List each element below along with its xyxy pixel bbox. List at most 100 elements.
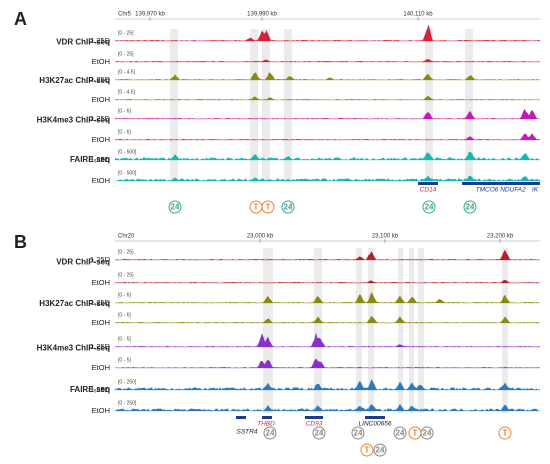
assay-label: H3K27ac ChIP-seq (39, 299, 110, 308)
signal-track (114, 24, 541, 42)
marker-circle (498, 426, 512, 440)
gene-label: SSTR4 (237, 429, 258, 436)
marker-circle (312, 426, 326, 440)
panel-label: B (14, 232, 27, 252)
condition: 1,25D (90, 255, 111, 264)
signal-track (114, 151, 541, 161)
gene-model (462, 182, 540, 185)
gene-label: IK (532, 187, 539, 194)
gene-label: CD14 (420, 187, 437, 194)
highlight-band (465, 29, 473, 183)
range: [0 - 6] (118, 292, 131, 298)
marker-label: T (365, 446, 370, 455)
signal-track (114, 292, 541, 304)
marker-label: 24 (266, 429, 275, 438)
marker-label: 24 (354, 429, 363, 438)
condition: 1,25D (90, 114, 111, 123)
highlight-band (418, 248, 424, 413)
signal-track (114, 378, 541, 391)
range: [0 - 25] (118, 249, 134, 255)
marker-label: T (413, 429, 418, 438)
highlight-band (502, 248, 508, 413)
coordinate: 139,970 kb (135, 12, 165, 18)
signal-track (114, 175, 541, 182)
condition: EtOH (92, 318, 110, 327)
range: [0 - 5] (118, 357, 131, 363)
assay-label: VDR ChIP-seq (56, 38, 110, 47)
range: [0 - 500] (118, 170, 137, 176)
signal-track (114, 315, 541, 324)
coordinate: 23,100 kb (372, 234, 399, 240)
marker-circle (261, 200, 275, 214)
gene-label: TMCO6 (476, 187, 499, 194)
marker-circle (263, 426, 277, 440)
marker-label: 24 (315, 429, 324, 438)
gene-label: THBD (257, 421, 275, 428)
range: [0 - 4.5] (118, 69, 136, 75)
gene-model (262, 416, 272, 419)
assay-label: FAIRE-seq (70, 385, 110, 394)
signal-track (114, 108, 541, 120)
signal-track (114, 95, 541, 101)
chromosome: Chr20 (118, 234, 135, 240)
range: [0 - 250] (118, 379, 137, 385)
highlight-band (170, 29, 178, 183)
marker-label: 24 (396, 429, 405, 438)
highlight-band (284, 29, 292, 183)
signal-track (114, 59, 541, 63)
gene-model (418, 182, 438, 185)
range: [0 - 25] (118, 30, 134, 36)
range: [0 - 6] (118, 129, 131, 135)
signal-track (114, 333, 541, 348)
range: [0 - 6] (118, 108, 131, 114)
range: [0 - 500] (118, 149, 137, 155)
gene-label: CD93 (306, 421, 323, 428)
condition: 1,25D (90, 36, 111, 45)
signal-track (114, 403, 541, 412)
panel-label: A (14, 9, 27, 29)
condition: 1,25D (90, 75, 111, 84)
gene-model (365, 416, 385, 419)
signal-track (114, 358, 541, 369)
highlight-band (250, 29, 258, 183)
signal-track (114, 279, 541, 284)
range: [0 - 5] (118, 336, 131, 342)
range: [0 - 6] (118, 312, 131, 318)
condition: EtOH (92, 95, 110, 104)
marker-label: T (254, 203, 259, 212)
signal-track (114, 249, 541, 261)
highlight-band (409, 248, 414, 413)
condition: 1,25D (90, 385, 111, 394)
assay-label: H3K4me3 ChIP-seq (37, 344, 110, 353)
highlight-band (262, 29, 270, 183)
condition: EtOH (92, 176, 110, 185)
highlight-band (263, 248, 273, 413)
range: [0 - 4.5] (118, 89, 136, 95)
condition: EtOH (92, 57, 110, 66)
marker-label: 24 (171, 203, 180, 212)
highlight-band (356, 248, 362, 413)
condition: EtOH (92, 406, 110, 415)
condition: EtOH (92, 135, 110, 144)
gene-label: NDUFA2 (500, 187, 526, 194)
highlight-band (398, 248, 403, 413)
assay-label: H3K27ac ChIP-seq (39, 76, 110, 85)
coordinate: 23,000 kb (247, 234, 274, 240)
marker-circle (281, 200, 295, 214)
coordinate: 140,110 kb (403, 12, 433, 18)
marker-label: 24 (425, 203, 434, 212)
condition: EtOH (92, 278, 110, 287)
condition: 1,25D (90, 342, 111, 351)
marker-circle (393, 426, 407, 440)
coordinate: 23,200 kb (487, 234, 514, 240)
condition: EtOH (92, 363, 110, 372)
marker-label: 24 (466, 203, 475, 212)
range: [0 - 250] (118, 400, 137, 406)
coordinate: 139,990 kb (247, 12, 277, 18)
range: [0 - 25] (118, 272, 134, 278)
marker-circle (351, 426, 365, 440)
highlight-band (314, 248, 322, 413)
gene-model (305, 416, 323, 419)
gene-label: LINC00656 (359, 421, 392, 428)
